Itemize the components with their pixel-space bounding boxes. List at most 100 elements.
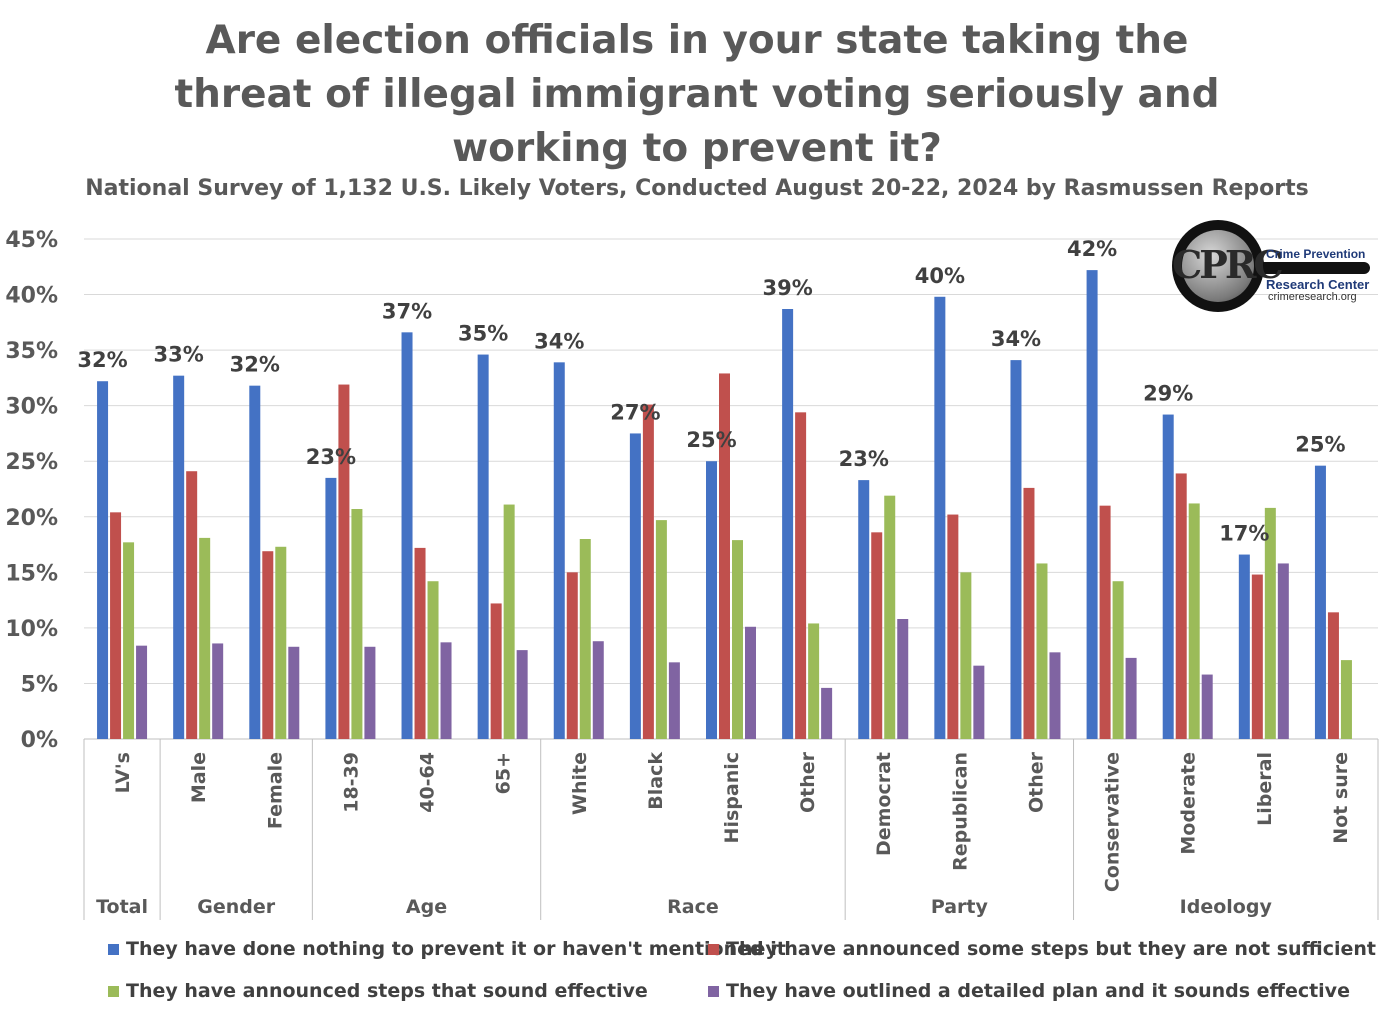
data-label: 37% xyxy=(382,299,432,323)
group-label: Party xyxy=(931,896,989,918)
legend-swatch-red xyxy=(708,943,719,955)
bar-nothing xyxy=(782,309,794,739)
y-tick-label: 10% xyxy=(5,617,58,642)
bar-detailed_plan xyxy=(136,645,148,739)
bar-nothing xyxy=(1162,414,1174,739)
data-label: 25% xyxy=(1295,433,1345,457)
bar-detailed_plan xyxy=(516,650,528,739)
x-tick-label: Moderate xyxy=(1178,752,1200,855)
legend-swatch-green xyxy=(108,985,119,997)
bar-insufficient xyxy=(566,572,578,739)
legend-label: They have outlined a detailed plan and i… xyxy=(726,980,1350,1002)
x-tick-label: 18-39 xyxy=(340,752,362,813)
bar-nothing xyxy=(934,296,946,739)
y-tick-label: 25% xyxy=(5,450,58,475)
bar-insufficient xyxy=(1251,574,1263,739)
x-tick-label: LV's xyxy=(112,752,134,793)
logo-letters: CPRC xyxy=(1172,242,1284,287)
data-label: 27% xyxy=(610,400,660,424)
bar-detailed_plan xyxy=(1049,652,1061,739)
legend-item-detailed-plan: They have outlined a detailed plan and i… xyxy=(708,980,1350,1002)
bar-insufficient xyxy=(490,603,502,739)
data-label: 33% xyxy=(154,343,204,367)
data-label: 29% xyxy=(1143,382,1193,406)
y-tick-label: 30% xyxy=(5,395,58,420)
bar-insufficient xyxy=(414,547,426,739)
bar-insufficient xyxy=(642,404,654,739)
bar-nothing xyxy=(1010,360,1022,739)
legend-swatch-purple xyxy=(708,985,719,997)
bar-nothing xyxy=(249,385,261,739)
legend-item-nothing: They have done nothing to prevent it or … xyxy=(108,938,786,960)
x-tick-label: Republican xyxy=(949,752,971,871)
bar-detailed_plan xyxy=(821,687,833,739)
bar-effective_steps xyxy=(655,520,667,739)
bar-effective_steps xyxy=(808,623,820,739)
bar-insufficient xyxy=(719,373,730,739)
y-tick-label: 5% xyxy=(21,672,58,697)
legend-item-insufficient: They have announced some steps but they … xyxy=(708,938,1376,960)
bar-insufficient xyxy=(1023,487,1035,739)
group-label: Age xyxy=(406,896,447,918)
x-tick-label: 40-64 xyxy=(417,752,439,813)
bar-insufficient xyxy=(871,532,883,739)
bar-detailed_plan xyxy=(745,626,756,739)
y-tick-label: 40% xyxy=(5,284,58,309)
bar-detailed_plan xyxy=(973,665,985,739)
data-label: 42% xyxy=(1067,237,1117,261)
bar-nothing xyxy=(1238,554,1250,739)
data-label: 40% xyxy=(915,264,965,288)
bar-effective_steps xyxy=(884,495,896,739)
y-tick-label: 15% xyxy=(5,561,58,586)
legend-item-effective-steps: They have announced steps that sound eff… xyxy=(108,980,648,1002)
bar-insufficient xyxy=(947,514,959,739)
x-tick-label: Other xyxy=(1025,751,1047,813)
x-tick-label: Female xyxy=(264,752,286,829)
legend-swatch-blue xyxy=(108,943,119,955)
bar-detailed_plan xyxy=(668,662,680,739)
bar-insufficient xyxy=(110,512,122,739)
bar-detailed_plan xyxy=(592,641,604,739)
bar-effective_steps xyxy=(351,509,363,739)
group-label: Ideology xyxy=(1180,896,1273,918)
bar-detailed_plan xyxy=(897,619,909,739)
group-label: Race xyxy=(667,896,719,918)
y-tick-label: 0% xyxy=(21,728,58,753)
bar-detailed_plan xyxy=(440,642,452,739)
bar-effective_steps xyxy=(732,540,743,739)
data-label: 32% xyxy=(230,353,280,377)
bar-effective_steps xyxy=(1112,581,1124,739)
x-tick-label: Conservative xyxy=(1102,752,1124,892)
y-tick-label: 45% xyxy=(5,228,58,253)
bar-insufficient xyxy=(338,384,350,739)
bar-nothing xyxy=(401,332,413,739)
bar-effective_steps xyxy=(579,539,591,739)
bar-detailed_plan xyxy=(1277,563,1289,739)
group-label: Gender xyxy=(197,896,275,918)
logo-line-1: Crime Prevention xyxy=(1266,247,1366,261)
bar-nothing xyxy=(706,461,717,739)
bar-insufficient xyxy=(795,412,807,739)
data-label: 39% xyxy=(762,276,812,300)
bar-nothing xyxy=(1086,270,1098,739)
bar-detailed_plan xyxy=(1125,657,1137,739)
legend-label: They have done nothing to prevent it or … xyxy=(126,938,786,960)
bar-nothing xyxy=(553,362,565,739)
bar-effective_steps xyxy=(503,504,515,739)
chart-title: Are election officials in your state tak… xyxy=(174,18,1220,171)
logo-line-2: Research Center xyxy=(1266,277,1370,292)
data-label: 23% xyxy=(306,445,356,469)
bar-nothing xyxy=(629,433,641,739)
bar-detailed_plan xyxy=(1201,674,1213,739)
bar-effective_steps xyxy=(427,581,439,739)
bar-effective_steps xyxy=(123,542,135,739)
bar-effective_steps xyxy=(275,546,287,739)
bar-nothing xyxy=(858,480,870,739)
x-tick-label: 65+ xyxy=(493,752,515,794)
bar-insufficient xyxy=(1175,473,1187,739)
bar-detailed_plan xyxy=(288,646,300,739)
data-label: 25% xyxy=(686,428,736,452)
legend-label: They have announced some steps but they … xyxy=(726,938,1376,960)
data-label: 34% xyxy=(534,329,584,353)
